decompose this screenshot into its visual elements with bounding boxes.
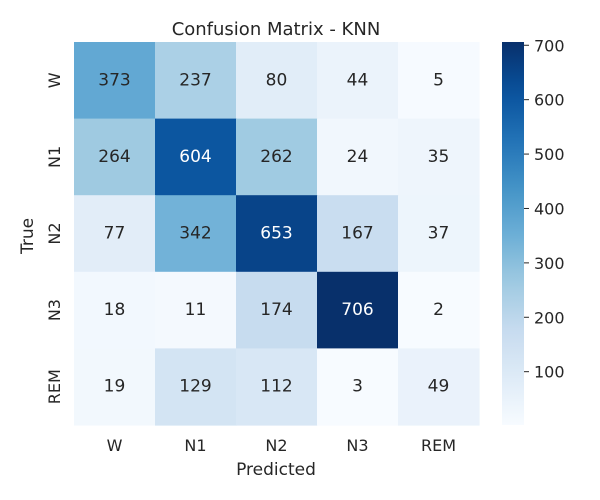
cell-value-label: 24 [347,147,369,167]
cell-value-label: 80 [266,70,288,90]
cell-value-label: 264 [98,147,130,167]
colorbar-tick-label: 300 [534,254,565,273]
heatmap-cell [317,271,399,349]
heatmap-cell [398,195,480,273]
cell-value-label: 35 [428,147,450,167]
x-tick-label: W [107,436,123,455]
cell-value-label: 167 [341,224,373,244]
heatmap-cell [74,42,156,120]
cell-value-label: 262 [260,147,292,167]
cell-value-label: 2 [433,300,444,320]
y-axis-label: True [18,218,38,255]
cell-value-label: 129 [179,377,211,397]
heatmap-cell [236,195,318,273]
cell-value-label: 3 [352,377,363,397]
y-tick-label: W [45,72,64,88]
x-tick-label: N3 [346,436,368,455]
cell-value-label: 706 [341,300,373,320]
cell-value-label: 37 [428,224,450,244]
heatmap-cell [236,348,318,426]
colorbar [502,42,524,425]
cell-value-label: 604 [179,147,211,167]
heatmap-cell [236,118,318,196]
heatmap-cell [236,271,318,349]
heatmap-cell [74,348,156,426]
cell-value-label: 77 [104,224,126,244]
x-axis-label: Predicted [236,460,316,480]
heatmap-cells [74,42,480,426]
cell-value-label: 237 [179,70,211,90]
heatmap-cell [74,118,156,196]
heatmap-cell [317,195,399,273]
cell-value-label: 11 [185,300,207,320]
heatmap-cell [155,195,237,273]
heatmap-cell [155,42,237,120]
heatmap-cell [317,42,399,120]
y-tick-label: N1 [45,146,64,168]
colorbar-tick-label: 200 [534,308,565,327]
heatmap-cell [236,42,318,120]
cell-value-label: 112 [260,377,292,397]
colorbar-tick-label: 500 [534,145,565,164]
cell-value-label: 373 [98,70,130,90]
cell-value-label: 5 [433,70,444,90]
colorbar-tick-label: 400 [534,199,565,218]
cell-value-label: 653 [260,224,292,244]
heatmap-cell [74,195,156,273]
y-tick-label: N2 [45,222,64,244]
x-axis-ticks: W N1 N2 N3 REM [107,436,456,455]
heatmap-cell [155,348,237,426]
cell-value-label: 19 [104,377,126,397]
y-axis-ticks: W N1 N2 N3 REM [45,72,64,404]
chart-title: Confusion Matrix - KNN [172,19,381,40]
cell-value-label: 174 [260,300,292,320]
heatmap-cell [398,348,480,426]
heatmap-cell [317,348,399,426]
heatmap-cell [317,118,399,196]
cell-value-label: 49 [428,377,450,397]
y-tick-label: N3 [45,299,64,321]
colorbar-tick-label: 700 [534,36,565,55]
x-tick-label: N2 [265,436,287,455]
cell-value-label: 18 [104,300,126,320]
colorbar-tick-label: 100 [534,363,565,382]
heatmap-cell [398,42,480,120]
colorbar-tick-label: 600 [534,91,565,110]
y-tick-label: REM [45,369,64,404]
x-tick-label: REM [421,436,456,455]
heatmap-cell [74,271,156,349]
heatmap-cell [398,118,480,196]
heatmap-cell [155,271,237,349]
heatmap-cell-labels: 373 237 80 44 5 264 604 262 24 35 77 342 653 167 37 18 1… [98,70,449,396]
colorbar-ticks: 100 200 300 400 500 600 700 [524,36,565,382]
cell-value-label: 342 [179,224,211,244]
x-tick-label: N1 [184,436,206,455]
heatmap-cell [398,271,480,349]
heatmap-cell [155,118,237,196]
cell-value-label: 44 [347,70,369,90]
